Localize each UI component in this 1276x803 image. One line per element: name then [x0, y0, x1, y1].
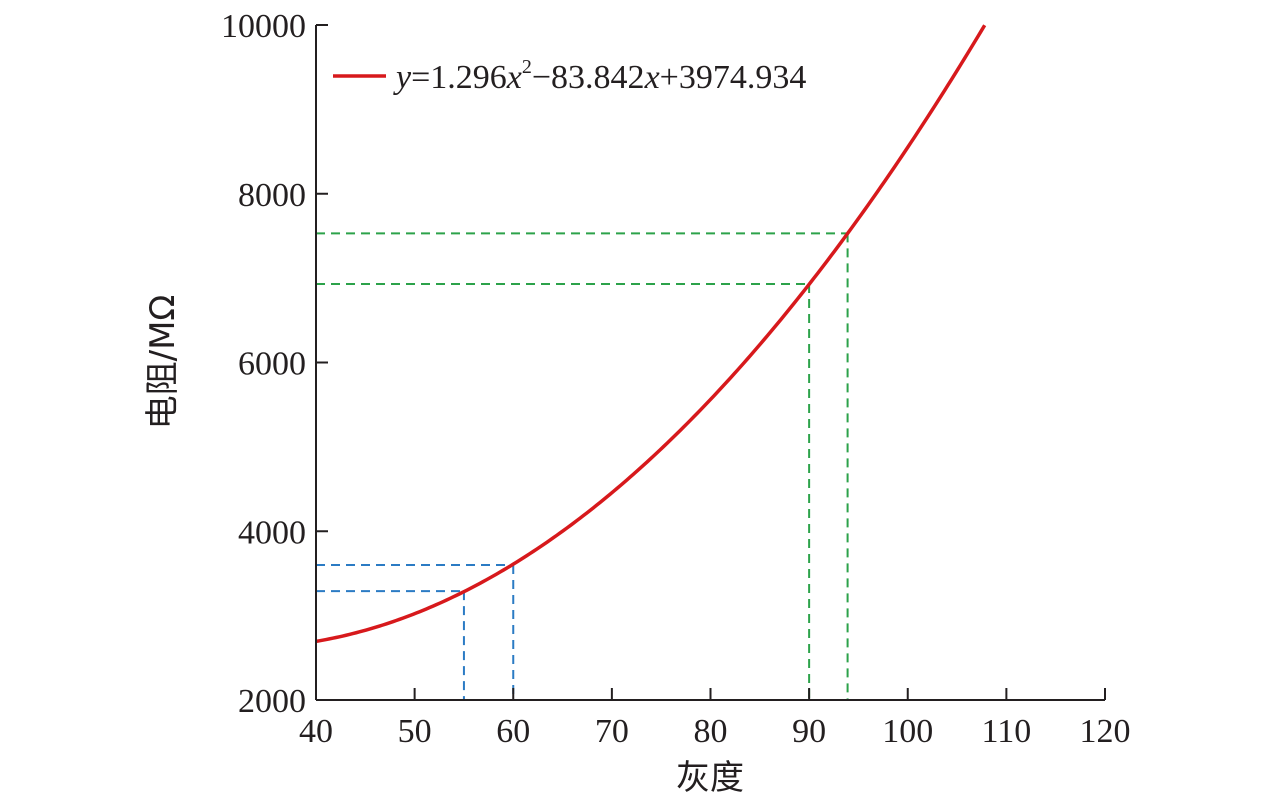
legend-part-a: =1.296	[411, 59, 507, 96]
legend-part-c: +3974.934	[660, 59, 807, 96]
x-tick-label: 120	[1080, 713, 1131, 750]
x-tick-label: 90	[792, 713, 826, 750]
x-tick-label: 70	[595, 713, 629, 750]
legend-part-b: −83.842	[532, 59, 645, 96]
x-tick-label: 110	[982, 713, 1032, 750]
x-axis-title: 灰度	[676, 758, 744, 798]
x-tick-label: 60	[496, 713, 530, 750]
x-tick-label: 50	[398, 713, 432, 750]
ticks: 40 50 60 70 80 90 100 110 120 2000 4000 6000 8000 100…	[221, 8, 1131, 750]
curve-layer	[315, 24, 987, 644]
y-tick-label: 2000	[238, 683, 306, 720]
legend-part-x1: x	[506, 59, 522, 96]
reference-lines	[316, 232, 849, 700]
y-tick-label: 8000	[238, 177, 306, 214]
x-tick-label: 100	[882, 713, 933, 750]
y-tick-label: 6000	[238, 346, 306, 383]
legend-part-x2: x	[644, 59, 660, 96]
x-tick-label: 40	[299, 713, 333, 750]
fitted-curve	[315, 24, 987, 644]
legend-part-y: y	[393, 59, 412, 96]
y-tick-label: 4000	[238, 514, 306, 551]
axes	[315, 25, 1105, 701]
legend-equation: y=1.296x2−83.842x+3974.934	[393, 56, 806, 96]
y-tick-label: 10000	[221, 8, 306, 45]
legend: y=1.296x2−83.842x+3974.934	[333, 56, 806, 96]
y-axis-title: 电阻/MΩ	[143, 295, 183, 430]
x-tick-label: 80	[694, 713, 728, 750]
legend-part-exp: 2	[522, 56, 532, 78]
